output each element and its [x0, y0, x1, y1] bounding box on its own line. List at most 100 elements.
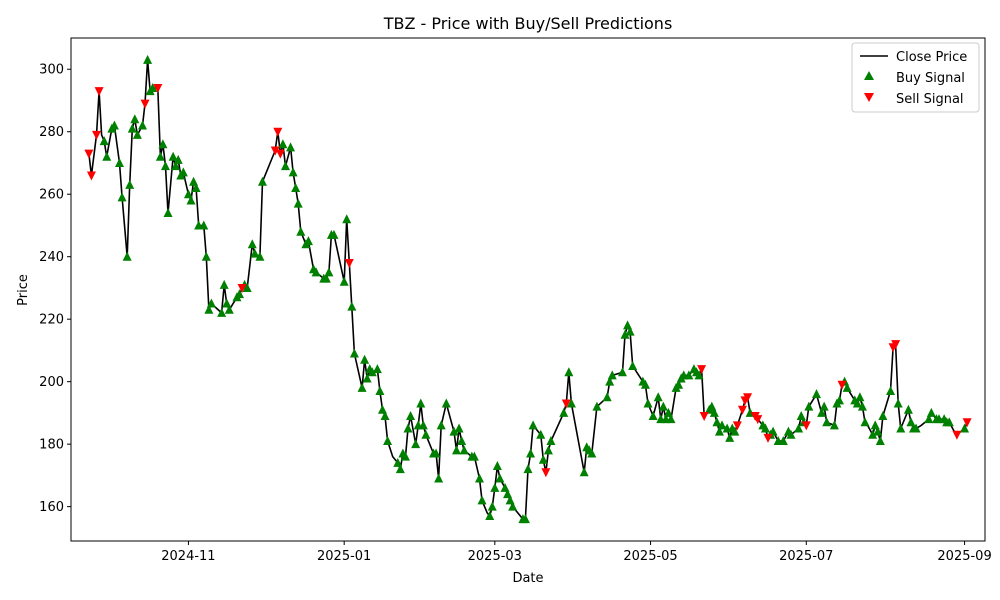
buy-signal-marker — [878, 411, 888, 421]
buy-signal-marker — [191, 182, 201, 192]
buy-signal-marker — [293, 198, 303, 208]
buy-signal-marker — [707, 401, 717, 411]
buy-signal-marker — [418, 420, 428, 430]
sell-signal-marker — [94, 87, 104, 97]
buy-signal-marker — [349, 348, 359, 358]
buy-signal-marker — [623, 320, 633, 330]
buy-signal-marker — [653, 392, 663, 402]
buy-signal-marker — [538, 454, 548, 464]
sell-signal-marker — [952, 430, 962, 440]
buy-signal-marker — [173, 154, 183, 164]
legend-box — [851, 42, 980, 113]
buy-signal-marker — [886, 386, 896, 396]
buy-signal-marker — [393, 457, 403, 467]
buy-signal-marker — [663, 407, 673, 417]
sell-signal-marker — [344, 258, 354, 268]
buy-signal-marker — [224, 304, 234, 314]
legend-sell-marker — [864, 93, 874, 102]
buy-signal-marker — [377, 404, 387, 414]
buy-signal-marker — [132, 129, 142, 139]
buy-signal-marker — [217, 307, 227, 317]
buy-signal-marker — [492, 461, 502, 471]
buy-signal-marker — [291, 182, 301, 192]
sell-signal-marker — [753, 415, 763, 425]
buy-signal-marker — [250, 248, 260, 258]
buy-signal-marker — [434, 473, 444, 483]
x-tick-label: 2024-11 — [161, 549, 215, 564]
buy-signal-marker — [204, 304, 214, 314]
legend-label-buy-signal: Buy Signal — [896, 71, 965, 86]
buy-signal-marker — [842, 382, 852, 392]
buy-signal-marker — [648, 411, 658, 421]
buy-signal-marker — [794, 423, 804, 433]
buy-signal-marker — [168, 151, 178, 161]
sell-signal-marker — [237, 283, 247, 293]
sell-signal-marker — [561, 399, 571, 409]
buy-signal-marker — [566, 398, 576, 408]
sell-signal-marker — [732, 421, 742, 431]
buy-signal-marker — [875, 436, 885, 446]
x-tick-label: 2025-03 — [468, 549, 522, 564]
sell-signal-marker — [84, 149, 94, 159]
sell-signal-marker — [763, 433, 773, 443]
buy-signal-marker — [674, 379, 684, 389]
buy-signal-marker — [528, 420, 538, 430]
buy-signal-marker — [222, 298, 232, 308]
sell-signal-marker — [737, 405, 747, 415]
buy-signal-marker — [189, 176, 199, 186]
buy-signal-marker — [536, 429, 546, 439]
buy-signal-marker — [137, 120, 147, 130]
buy-signal-marker — [523, 464, 533, 474]
buy-signal-marker — [296, 226, 306, 236]
buy-signal-marker — [526, 448, 536, 458]
buy-signal-marker — [288, 167, 298, 177]
buy-signal-marker — [855, 392, 865, 402]
buy-signal-marker — [206, 298, 216, 308]
buy-signal-marker — [452, 445, 462, 455]
buy-signal-marker — [367, 367, 377, 377]
buy-signal-marker — [500, 482, 510, 492]
buy-signal-marker — [811, 389, 821, 399]
buy-signal-marker — [768, 426, 778, 436]
buy-signal-marker — [860, 417, 870, 427]
y-tick-label: 160 — [39, 500, 64, 515]
buy-signal-marker — [605, 376, 615, 386]
buy-signal-marker — [163, 207, 173, 217]
legend-label-sell-signal: Sell Signal — [896, 92, 964, 107]
buy-signal-marker — [395, 464, 405, 474]
buy-signal-marker — [485, 511, 495, 521]
buy-signal-marker — [607, 370, 617, 380]
buy-signal-marker — [115, 157, 125, 167]
buy-signal-marker — [155, 151, 165, 161]
buy-signal-marker — [303, 236, 313, 246]
buy-signal-marker — [834, 395, 844, 405]
buy-signal-marker — [505, 495, 515, 505]
sell-signal-marker — [270, 146, 280, 156]
buy-signal-marker — [587, 448, 597, 458]
plot-area — [84, 54, 972, 524]
buy-signal-marker — [868, 429, 878, 439]
buy-signal-marker — [459, 445, 469, 455]
buy-signal-marker — [906, 417, 916, 427]
x-axis: 2024-11 2025-01 2025-03 2025-05 2025-07 2025-… — [161, 541, 992, 564]
legend-label-close-price: Close Price — [896, 50, 967, 65]
buy-signal-marker — [441, 398, 451, 408]
buy-signal-marker — [852, 398, 862, 408]
buy-signal-marker — [158, 139, 168, 149]
axes-frame — [70, 37, 986, 542]
buy-signal-marker — [628, 361, 638, 371]
chart-title: TBZ - Price with Buy/Sell Predictions — [383, 14, 673, 33]
buy-signal-marker — [125, 179, 135, 189]
legend: Close Price Buy Signal Sell Signal — [851, 42, 980, 113]
buy-signal-marker — [725, 432, 735, 442]
buy-signal-marker — [342, 214, 352, 224]
buy-signal-marker — [730, 426, 740, 436]
buy-signal-marker — [495, 473, 505, 483]
buy-signal-marker — [620, 329, 630, 339]
x-tick-label: 2025-05 — [623, 549, 677, 564]
sell-signal-marker — [699, 412, 709, 422]
buy-signal-marker — [360, 354, 370, 364]
buy-signal-marker — [148, 82, 158, 92]
y-tick-label: 180 — [39, 438, 64, 453]
